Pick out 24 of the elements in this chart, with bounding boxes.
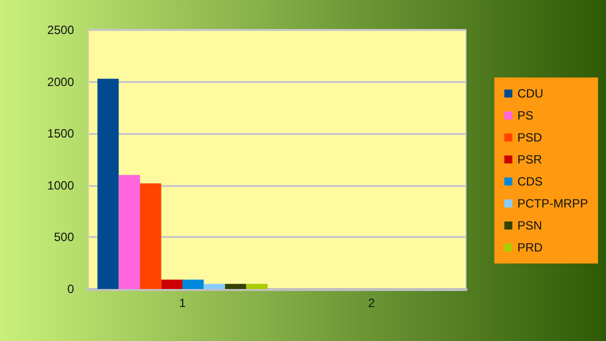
bar (225, 284, 246, 289)
legend-label: PSD (517, 130, 542, 144)
y-tick-label: 500 (54, 230, 74, 244)
y-tick-label: 2000 (47, 74, 74, 89)
legend-label: PSN (517, 218, 542, 232)
bar (182, 280, 204, 289)
legend-label: PRD (517, 240, 543, 254)
bar (161, 280, 182, 289)
y-tick-label: 1000 (47, 178, 74, 192)
legend-label: PS (517, 108, 534, 122)
legend-label: PCTP-MRPP (517, 196, 588, 210)
x-tick-label: 2 (368, 296, 376, 310)
bar (118, 175, 140, 289)
x-tick-label: 1 (179, 296, 186, 310)
bar (204, 284, 226, 289)
y-tick-label: 0 (67, 282, 74, 296)
bar (140, 183, 162, 289)
legend-label: CDS (517, 174, 543, 188)
bar (97, 78, 119, 289)
bar (246, 284, 268, 289)
y-tick-label: 1500 (47, 126, 74, 141)
legend-label: PSR (517, 152, 542, 166)
legend-label: CDU (517, 86, 544, 100)
y-tick-label: 2500 (47, 23, 74, 37)
